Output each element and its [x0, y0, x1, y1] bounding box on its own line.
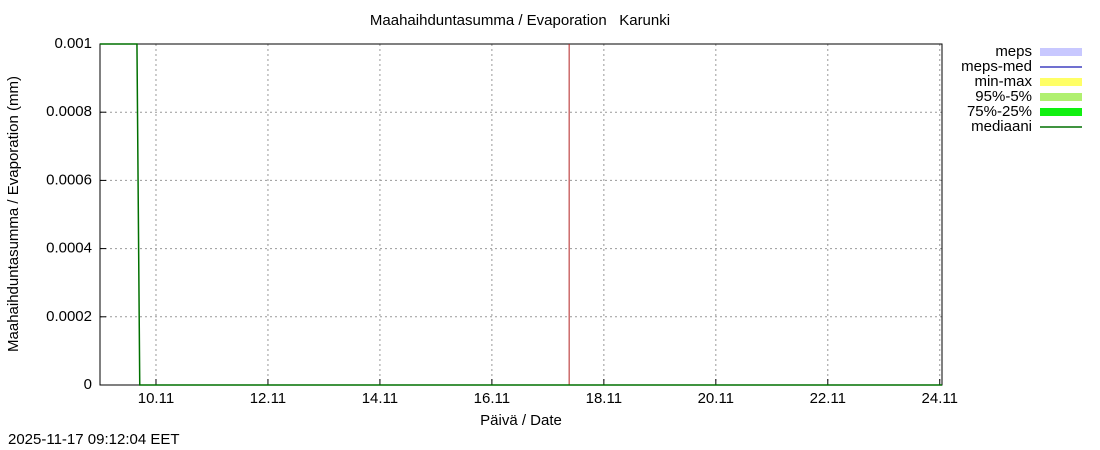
x-axis-label: Päivä / Date — [480, 412, 562, 429]
x-tick-label: 10.11 — [138, 390, 174, 407]
x-tick-label: 24.11 — [922, 390, 958, 407]
x-tick-label: 12.11 — [250, 390, 286, 407]
chart-title: Maahaihduntasumma / Evaporation Karunki — [370, 12, 670, 29]
x-tick-label: 22.11 — [810, 390, 846, 407]
series-line — [100, 43, 942, 386]
legend-label: mediaani — [971, 118, 1032, 135]
y-tick-label: 0.0008 — [46, 103, 92, 120]
y-tick-label: 0.001 — [54, 35, 92, 52]
x-tick-label: 20.11 — [698, 390, 734, 407]
legend-label: meps-med — [961, 58, 1032, 75]
timestamp: 2025-11-17 09:12:04 EET — [8, 431, 180, 448]
legend-label: 75%-25% — [967, 103, 1032, 120]
legend-label: 95%-5% — [975, 88, 1032, 105]
y-tick-label: 0.0002 — [46, 308, 92, 325]
x-tick-label: 18.11 — [586, 390, 622, 407]
legend-label: min-max — [974, 73, 1032, 90]
y-tick-label: 0 — [84, 376, 92, 393]
y-tick-label: 0.0004 — [46, 240, 92, 257]
y-axis-label: Maahaihduntasumma / Evaporation (mm) — [5, 76, 22, 352]
legend-label: meps — [995, 43, 1032, 60]
x-tick-label: 16.11 — [474, 390, 510, 407]
y-tick-label: 0.0006 — [46, 171, 92, 188]
x-tick-label: 14.11 — [362, 390, 398, 407]
